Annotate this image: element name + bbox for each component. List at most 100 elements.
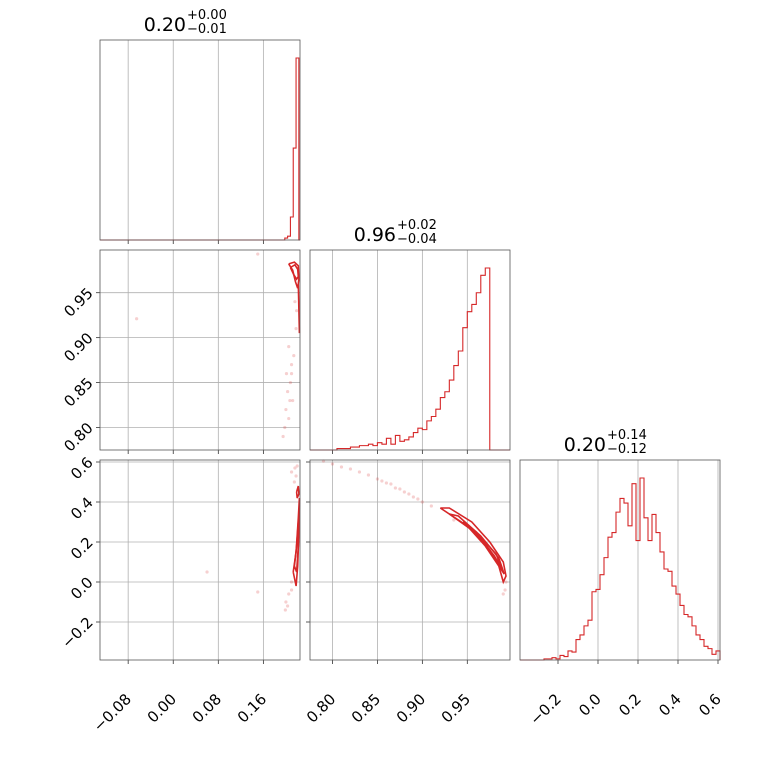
scatter-point (294, 327, 298, 331)
y-tick-label: 0.95 (60, 284, 96, 320)
x-tick-label: 0.2 (615, 690, 645, 720)
histogram-2 (520, 477, 721, 661)
scatter-point (503, 588, 507, 592)
scatter-point (292, 354, 296, 358)
title-median-2: 0.20 (564, 434, 606, 456)
y-tick-label: 0.2 (67, 534, 97, 564)
scatter-point (205, 570, 209, 574)
scatter-point (339, 465, 344, 469)
histogram-0 (100, 57, 300, 241)
contour-level (297, 283, 301, 334)
x-tick-label: 0.85 (348, 690, 384, 726)
scatter-point (289, 363, 294, 367)
scatter-point (411, 495, 415, 499)
scatter-point (504, 580, 508, 584)
scatter-point (384, 481, 389, 485)
histogram-1 (310, 267, 510, 451)
panel-frame (309, 459, 511, 661)
x-tick-label: −0.08 (90, 690, 135, 735)
scatter-point (287, 592, 291, 596)
scatter-point (283, 608, 287, 612)
scatter-point (283, 425, 287, 430)
x-tick-label: 0.0 (575, 690, 605, 720)
title-plus-2: +0.14 (607, 428, 647, 443)
scatter-point (407, 492, 411, 496)
contour-level (295, 485, 300, 499)
panel-2-0 (96, 459, 301, 664)
scatter-point (289, 470, 294, 474)
scatter-point (286, 604, 290, 608)
y-tick-label: −0.2 (58, 614, 96, 652)
x-tick-label: 0.80 (303, 690, 339, 726)
scatter-point (256, 590, 260, 594)
scatter-point (256, 252, 260, 256)
scatter-point (420, 500, 424, 504)
panel-0-0 (99, 39, 301, 244)
title-plus-0: +0.00 (187, 8, 227, 23)
contour-level (448, 513, 505, 575)
scatter-point (289, 371, 294, 376)
title-plus-1: +0.02 (397, 218, 437, 233)
title-median-0: 0.20 (144, 14, 186, 36)
contour-level (462, 521, 503, 569)
scatter-point (348, 467, 353, 471)
panel-frame (99, 249, 301, 451)
scatter-point (289, 580, 294, 584)
scatter-point (289, 588, 294, 592)
scatter-point (292, 480, 296, 484)
scatter-point (398, 487, 402, 491)
scatter-point (284, 371, 289, 376)
x-tick-label: 0.16 (234, 690, 270, 726)
x-tick-label: 0.6 (695, 690, 725, 720)
title-minus-2: −0.12 (607, 442, 647, 457)
panel-frame (99, 459, 301, 661)
y-tick-label: 0.80 (60, 419, 96, 455)
y-tick-label: 0.4 (67, 494, 97, 524)
panel-frame (519, 459, 721, 661)
panel-frame (99, 39, 301, 241)
y-tick-label: 0.90 (60, 329, 96, 365)
scatter-point (284, 407, 288, 412)
scatter-point (380, 479, 384, 483)
scatter-point (402, 490, 406, 494)
x-tick-label: 0.00 (144, 690, 180, 726)
scatter-point (416, 497, 420, 501)
panel-1-0 (96, 249, 301, 454)
x-tick-label: 0.4 (655, 690, 685, 720)
panel-2-1 (306, 459, 511, 664)
x-tick-label: −0.2 (526, 690, 564, 728)
x-tick-label: 0.08 (189, 690, 225, 726)
scatter-point (393, 486, 397, 490)
scatter-point (357, 470, 362, 474)
scatter-point (330, 462, 335, 466)
scatter-point (288, 380, 293, 385)
scatter-point (501, 592, 505, 596)
scatter-point (452, 518, 456, 522)
x-tick-label: 0.90 (393, 690, 429, 726)
panel-frame (309, 249, 511, 451)
scatter-point (135, 317, 139, 321)
y-tick-label: 0.0 (67, 574, 97, 604)
panel-1-1 (309, 249, 511, 454)
title-minus-1: −0.04 (397, 232, 437, 247)
y-tick-label: 0.6 (67, 454, 97, 484)
x-tick-label: 0.95 (438, 690, 474, 726)
title-median-1: 0.96 (354, 224, 396, 246)
scatter-point (389, 482, 393, 486)
scatter-point (287, 416, 291, 421)
scatter-point (291, 398, 295, 403)
scatter-point (295, 464, 299, 468)
scatter-point (286, 389, 290, 394)
contour-level (439, 507, 507, 585)
contour-level (289, 263, 300, 281)
scatter-point (293, 466, 297, 470)
scatter-point (375, 477, 380, 481)
scatter-point (294, 474, 298, 478)
y-tick-label: 0.85 (60, 374, 96, 410)
scatter-point (366, 473, 371, 477)
scatter-point (429, 504, 433, 508)
scatter-point (288, 398, 292, 403)
scatter-point (287, 345, 291, 349)
scatter-point (284, 600, 288, 604)
